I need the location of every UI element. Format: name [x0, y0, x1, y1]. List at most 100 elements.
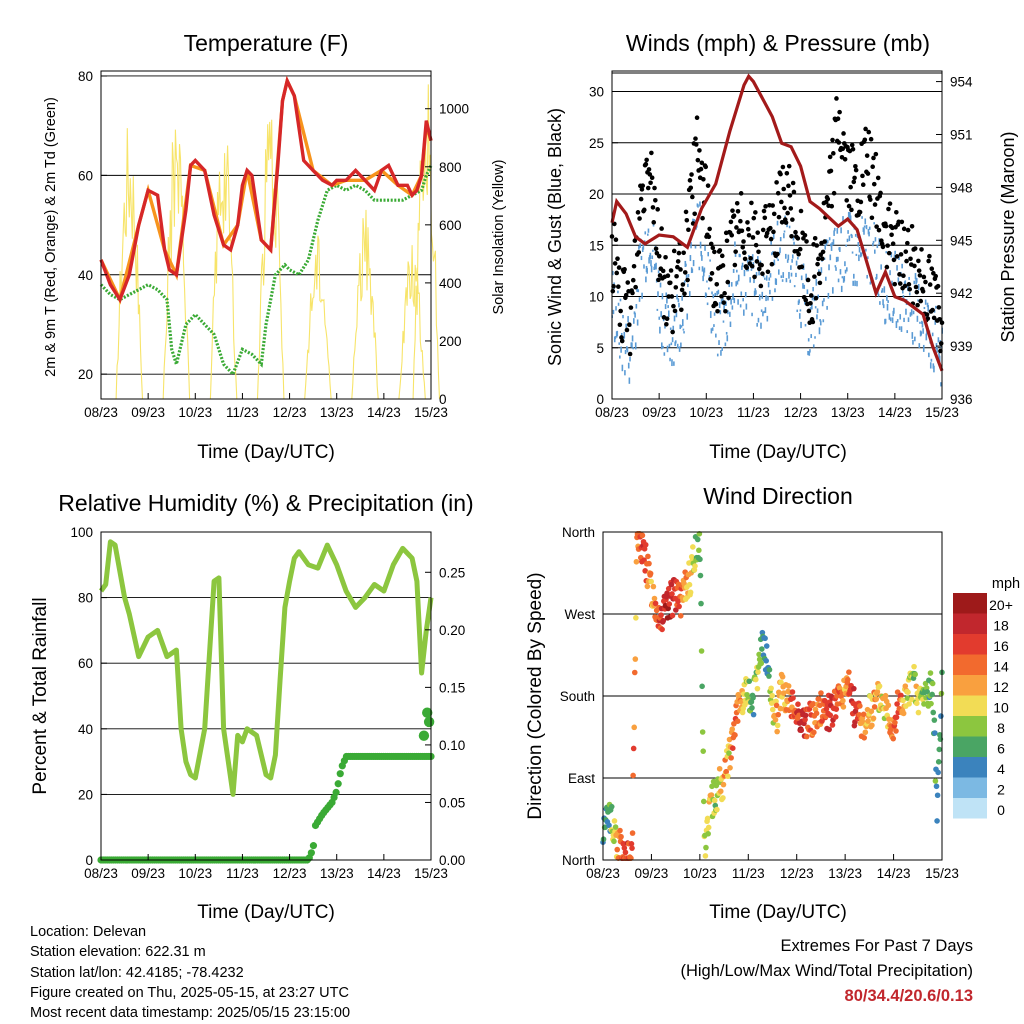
wind-sample: [771, 296, 774, 301]
direction-point: [696, 547, 702, 554]
legend-label: 0: [997, 802, 1005, 818]
gust-point: [646, 167, 652, 172]
wind-sample: [662, 345, 664, 348]
gust-point: [816, 271, 822, 277]
gust-point: [693, 142, 699, 147]
gust-point: [933, 273, 938, 279]
gust-point: [935, 283, 941, 289]
y-tick-label: 5: [596, 341, 604, 356]
gust-point: [749, 263, 755, 269]
x-tick-label: 09/23: [131, 866, 165, 881]
direction-point: [729, 726, 736, 732]
y-tick-label: 60: [78, 168, 93, 183]
wind-sample: [664, 304, 667, 310]
data-timestamp: Most recent data timestamp: 2025/05/15 2…: [30, 1005, 351, 1022]
winds-panel: Winds (mph) & Pressure (mb) 08/23 09/23 10…: [545, 30, 1018, 463]
gust-point: [612, 261, 618, 266]
legend-swatch: [953, 593, 987, 614]
y2-tick-label: 0.05: [439, 795, 465, 810]
x-tick-label: 09/23: [635, 866, 669, 881]
wind-sample: [725, 331, 728, 335]
gust-point: [733, 249, 738, 254]
x-tick-label: 15/23: [414, 405, 448, 420]
wind-sample: [868, 226, 871, 230]
wind-sample: [860, 252, 863, 257]
direction-point: [775, 711, 782, 718]
direction-point: [915, 709, 922, 716]
wind-sample: [809, 307, 812, 311]
y-tick-label: 80: [78, 591, 93, 606]
gust-point: [909, 223, 915, 229]
gust-point: [837, 109, 842, 115]
wind-sample: [779, 247, 781, 253]
x-tick-label: 14/23: [878, 405, 912, 420]
wind-sample: [805, 273, 807, 281]
wind-sample: [692, 260, 695, 267]
gust-point: [726, 295, 731, 301]
wind-sample: [846, 238, 849, 243]
winds-xlabel: Time (Day/UTC): [709, 442, 847, 463]
direction-point: [826, 726, 832, 733]
wind-sample: [886, 295, 888, 301]
gust-point: [624, 327, 630, 333]
wind-sample: [723, 305, 725, 311]
direction-point: [902, 683, 909, 689]
solar-insolation-pulse: [304, 235, 332, 400]
gust-point: [644, 157, 649, 163]
wind-sample: [873, 222, 875, 225]
direction-point: [929, 680, 936, 687]
direction-point: [699, 729, 706, 735]
wind-sample: [705, 293, 708, 296]
wind-sample: [706, 302, 709, 306]
x-tick-label: 09/23: [642, 405, 676, 420]
wind-sample: [791, 259, 793, 263]
wind-sample: [847, 230, 849, 234]
wind-sample: [655, 262, 657, 270]
wind-sample: [921, 321, 924, 328]
wind-sample: [699, 201, 701, 207]
gust-point: [814, 243, 820, 248]
gust-point: [885, 243, 890, 248]
wind-sample: [686, 313, 689, 320]
wind-sample: [809, 349, 811, 353]
gust-point: [849, 142, 855, 148]
direction-point: [868, 708, 875, 715]
wind-sample: [765, 295, 767, 302]
gust-point: [613, 237, 619, 243]
wind-sample: [734, 241, 736, 247]
gust-point: [768, 236, 774, 242]
rainfall-point: [309, 842, 318, 850]
wind-sample: [833, 227, 836, 232]
x-tick-label: 15/23: [925, 866, 959, 881]
wind-sample: [706, 280, 708, 283]
gust-point: [863, 126, 868, 132]
wind-sample: [788, 271, 790, 279]
wind-sample: [667, 305, 669, 309]
gust-point: [762, 215, 768, 221]
wind-sample: [891, 317, 894, 323]
direction-point: [729, 745, 736, 751]
wind-sample: [639, 243, 641, 248]
direction-point: [725, 773, 731, 780]
wind-sample: [914, 273, 917, 280]
winds-title: Winds (mph) & Pressure (mb): [626, 30, 930, 56]
wind-sample: [852, 280, 854, 286]
direction-point: [774, 728, 780, 735]
direction-point: [882, 692, 889, 699]
gust-point: [623, 292, 629, 298]
wind-sample: [641, 292, 643, 299]
wind-sample: [645, 276, 647, 283]
direction-point: [660, 617, 667, 624]
wind-sample: [692, 218, 694, 224]
wind-sample: [694, 245, 697, 249]
gust-point: [784, 170, 790, 176]
gust-point: [753, 242, 759, 248]
direction-point: [870, 715, 877, 722]
direction-point: [698, 648, 705, 654]
direction-point: [716, 765, 723, 772]
gust-point: [752, 274, 757, 280]
direction-point: [938, 690, 945, 697]
wind-sample: [658, 316, 661, 320]
wind-sample: [828, 264, 830, 271]
wind-sample: [898, 256, 900, 261]
